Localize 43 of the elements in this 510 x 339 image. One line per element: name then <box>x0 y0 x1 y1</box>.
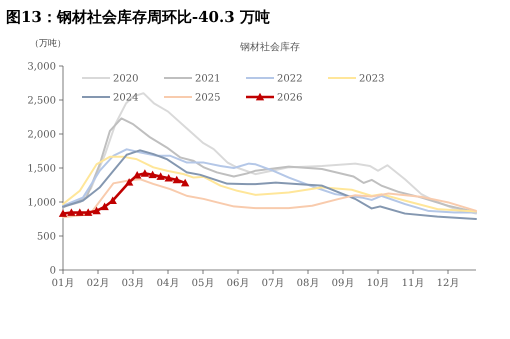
point <box>58 209 68 217</box>
point <box>172 176 181 184</box>
x-tick-label: 04月 <box>156 278 180 289</box>
x-tick-label: 05月 <box>192 278 214 289</box>
x-tick-label: 09月 <box>332 278 354 289</box>
y-tick-label: 1,000 <box>27 198 56 208</box>
point <box>124 178 134 186</box>
y-tick-label: 1,500 <box>27 164 56 174</box>
point <box>140 169 150 177</box>
x-tick-label: 07月 <box>262 278 284 289</box>
x-tick-label: 10月 <box>366 278 390 289</box>
x-tick-label: 01月 <box>52 278 74 289</box>
legend-label: 2026 <box>277 92 302 104</box>
x-tick-label: 06月 <box>226 278 250 289</box>
y-tick-label: 2,500 <box>27 96 56 106</box>
legend-label: 2025 <box>195 92 220 104</box>
x-tick-label: 08月 <box>296 278 320 289</box>
legend-label: 2021 <box>195 74 220 84</box>
point <box>180 178 190 186</box>
y-tick-label: 500 <box>36 232 56 242</box>
point <box>156 172 165 180</box>
point <box>67 208 76 216</box>
y-axis-title: （万吨） <box>30 38 66 49</box>
point <box>84 208 92 216</box>
point <box>164 174 173 182</box>
chart-subtitle: 钢材社会库存 <box>239 41 300 53</box>
x-tick-label: 03月 <box>122 278 144 289</box>
legend-label: 2022 <box>277 74 302 84</box>
x-tick-label: 02月 <box>86 278 110 289</box>
point <box>148 170 157 178</box>
legend-label: 2020 <box>113 74 138 84</box>
x-tick-label: 12月 <box>436 278 460 289</box>
legend-label: 2024 <box>113 92 138 104</box>
y-tick-label: 2,000 <box>27 130 56 140</box>
x-tick-label: 11月 <box>402 278 424 289</box>
point <box>92 206 101 214</box>
legend-label: 2023 <box>359 74 384 84</box>
point <box>76 208 84 216</box>
y-tick-label: 0 <box>50 266 56 276</box>
point <box>100 202 109 210</box>
chart-title: 图13：钢材社会库存周环比-40.3 万吨 <box>6 8 270 26</box>
point <box>133 170 142 178</box>
y-tick-label: 3,000 <box>27 62 56 72</box>
